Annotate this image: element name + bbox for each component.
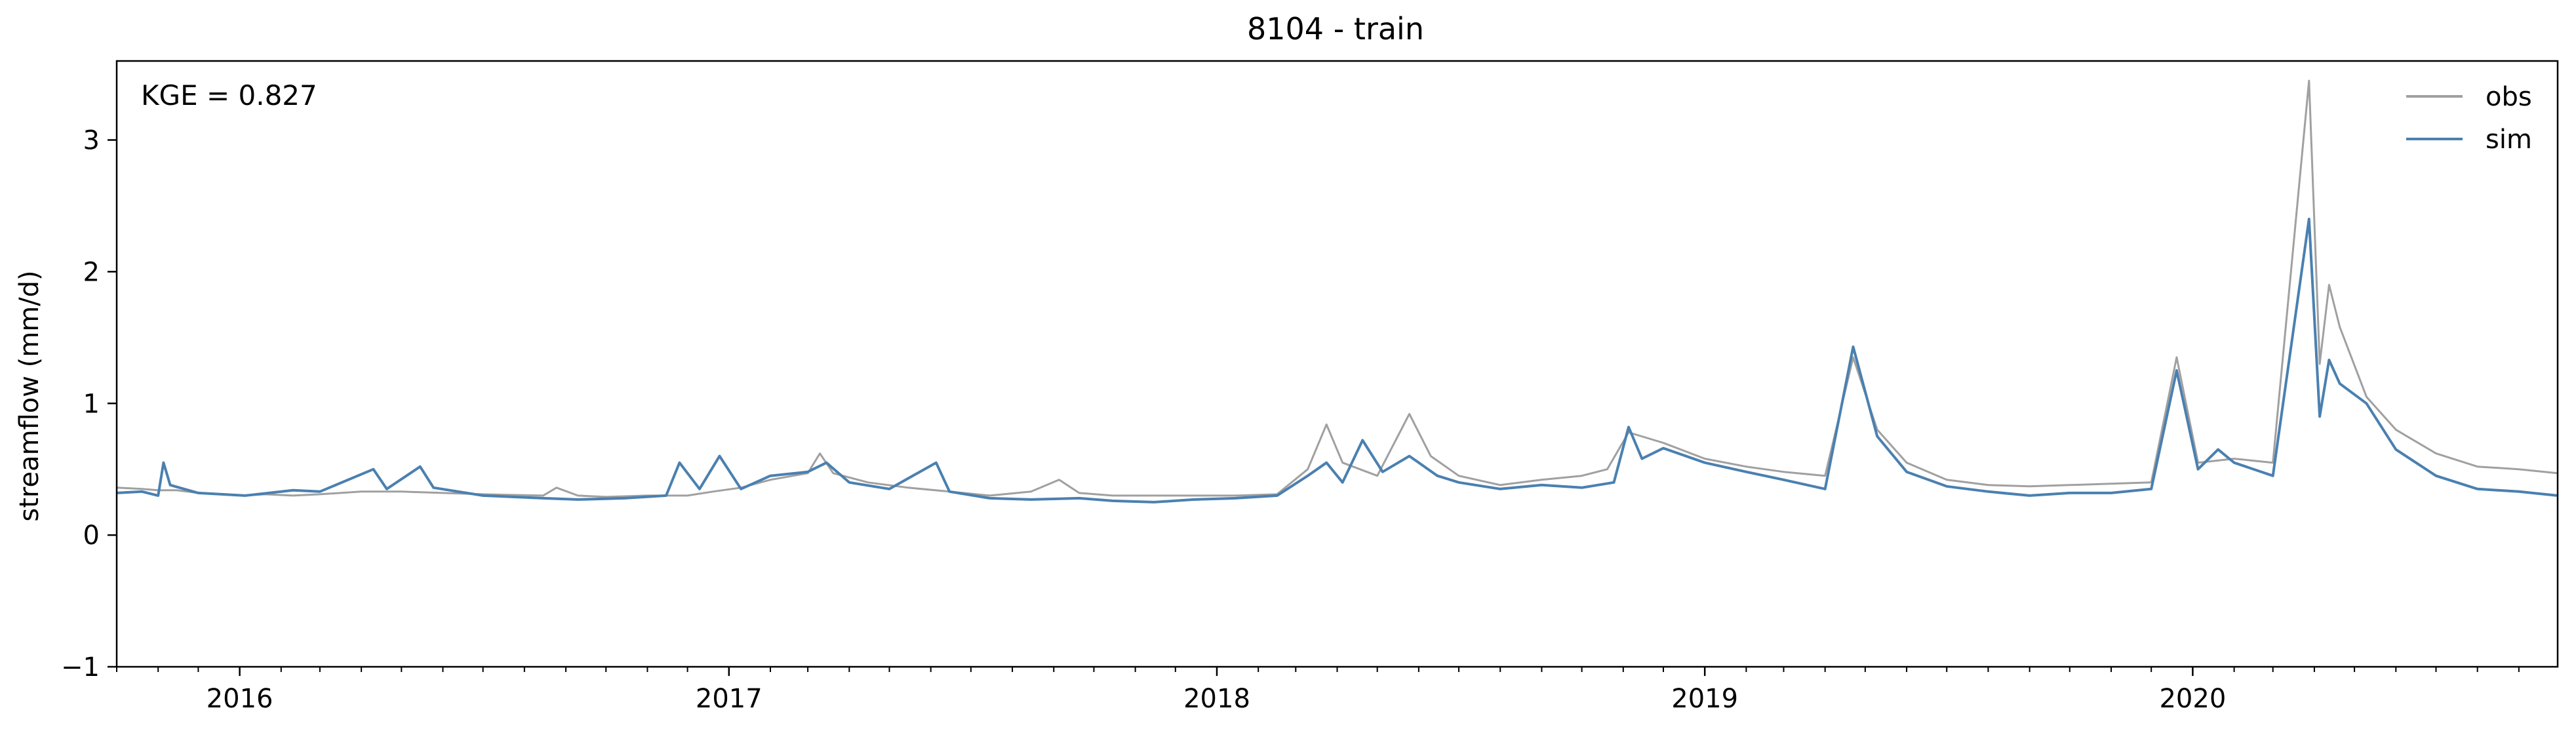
x-tick-label: 2018 xyxy=(1183,684,1250,714)
y-tick-label: 0 xyxy=(83,521,100,551)
x-tick-label: 2019 xyxy=(1671,684,1738,714)
legend: obs sim xyxy=(2406,82,2532,155)
kge-annotation: KGE = 0.827 xyxy=(141,79,317,111)
legend-obs-label: obs xyxy=(2486,82,2532,112)
y-tick-label: 2 xyxy=(83,257,100,287)
x-tick-label: 2016 xyxy=(207,684,273,714)
legend-sim-label: sim xyxy=(2486,125,2532,155)
series-layer xyxy=(117,79,2558,504)
y-axis: −1 0 1 2 3 xyxy=(61,126,117,683)
x-axis: 2016 2017 2018 2019 2020 xyxy=(116,667,2520,714)
y-tick-label: −1 xyxy=(61,652,100,683)
y-axis-label: streamflow (mm/d) xyxy=(14,270,45,521)
y-tick-label: 3 xyxy=(83,126,100,156)
x-tick-label: 2017 xyxy=(696,684,763,714)
series-line-sim xyxy=(117,218,2558,504)
x-tick-label: 2020 xyxy=(2159,684,2226,714)
chart-title: 8104 - train xyxy=(1247,11,1424,47)
y-tick-label: 1 xyxy=(83,389,100,419)
